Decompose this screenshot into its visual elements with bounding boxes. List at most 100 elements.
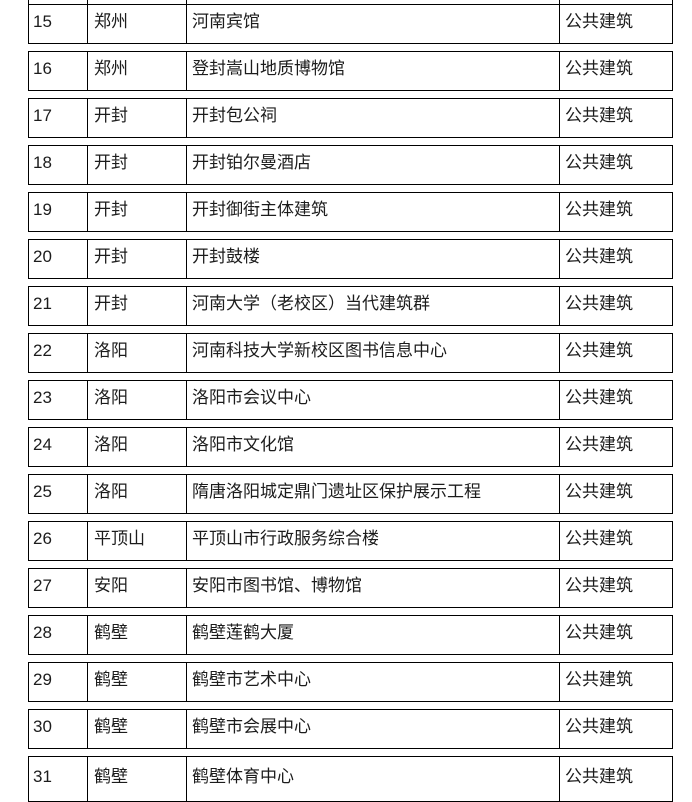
- project-name-label: 鹤壁市会展中心: [192, 717, 311, 737]
- cell-category: 公共建筑: [560, 5, 672, 43]
- table-row: 30 鹤壁 鹤壁市会展中心 公共建筑: [28, 709, 673, 749]
- row-number: 21: [33, 294, 52, 314]
- cell-category: 公共建筑: [560, 663, 672, 701]
- project-name-label: 河南大学（老校区）当代建筑群: [192, 294, 430, 314]
- cell-number: 15: [29, 5, 88, 43]
- table-row: 22 洛阳 河南科技大学新校区图书信息中心 公共建筑: [28, 333, 673, 373]
- cell-city: 平顶山: [88, 522, 187, 560]
- project-name-label: 鹤壁市艺术中心: [192, 670, 311, 690]
- cell-project-name: 河南大学（老校区）当代建筑群: [187, 287, 560, 325]
- cell-city: 开封: [88, 240, 187, 278]
- city-label: 鹤壁: [94, 670, 128, 690]
- cell-category: 公共建筑: [560, 99, 672, 137]
- cell-project-name: 开封包公祠: [187, 99, 560, 137]
- cell-city: 鹤壁: [88, 757, 187, 801]
- city-label: 平顶山: [94, 529, 145, 549]
- cell-project-name: 河南宾馆: [187, 5, 560, 43]
- project-name-label: 鹤壁体育中心: [192, 767, 294, 787]
- table-row: 24 洛阳 洛阳市文化馆 公共建筑: [28, 427, 673, 467]
- city-label: 洛阳: [94, 341, 128, 361]
- table-row: 26 平顶山 平顶山市行政服务综合楼 公共建筑: [28, 521, 673, 561]
- category-label: 公共建筑: [565, 670, 633, 690]
- city-label: 鹤壁: [94, 767, 128, 787]
- cell-project-name: 安阳市图书馆、博物馆: [187, 569, 560, 607]
- buildings-table: 15 郑州 河南宾馆 公共建筑 16 郑州 登封嵩山地质博物馆 公共建筑 17 …: [28, 0, 673, 802]
- project-name-label: 开封鼓楼: [192, 247, 260, 267]
- cell-number: 17: [29, 99, 88, 137]
- category-label: 公共建筑: [565, 200, 633, 220]
- category-label: 公共建筑: [565, 294, 633, 314]
- city-label: 开封: [94, 200, 128, 220]
- category-label: 公共建筑: [565, 576, 633, 596]
- cell-number: 24: [29, 428, 88, 466]
- table-row-cutoff-top: [28, 0, 673, 4]
- cell-project-name: 洛阳市文化馆: [187, 428, 560, 466]
- cell-city: 开封: [88, 146, 187, 184]
- cell-number: 23: [29, 381, 88, 419]
- cell-number: 21: [29, 287, 88, 325]
- cell-category: 公共建筑: [560, 710, 672, 748]
- city-label: 开封: [94, 106, 128, 126]
- cell-project-name: 开封御街主体建筑: [187, 193, 560, 231]
- row-number: 24: [33, 435, 52, 455]
- cell-category: 公共建筑: [560, 569, 672, 607]
- cell-category: 公共建筑: [560, 616, 672, 654]
- row-number: 20: [33, 247, 52, 267]
- cell-city: 鹤壁: [88, 663, 187, 701]
- row-number: 23: [33, 388, 52, 408]
- row-number: 27: [33, 576, 52, 596]
- row-number: 28: [33, 623, 52, 643]
- cell-category: 公共建筑: [560, 475, 672, 513]
- cell-number: 30: [29, 710, 88, 748]
- cell-category: 公共建筑: [560, 287, 672, 325]
- table-row: 17 开封 开封包公祠 公共建筑: [28, 98, 673, 138]
- cell-project-name: 鹤壁市艺术中心: [187, 663, 560, 701]
- row-number: 18: [33, 153, 52, 173]
- cell-number: 20: [29, 240, 88, 278]
- table-row: 28 鹤壁 鹤壁莲鹤大厦 公共建筑: [28, 615, 673, 655]
- row-number: 16: [33, 59, 52, 79]
- table-row: 20 开封 开封鼓楼 公共建筑: [28, 239, 673, 279]
- project-name-label: 开封御街主体建筑: [192, 200, 328, 220]
- city-label: 开封: [94, 247, 128, 267]
- city-label: 洛阳: [94, 388, 128, 408]
- project-name-label: 隋唐洛阳城定鼎门遗址区保护展示工程: [192, 482, 481, 502]
- city-label: 洛阳: [94, 482, 128, 502]
- category-label: 公共建筑: [565, 388, 633, 408]
- cell-category: 公共建筑: [560, 522, 672, 560]
- table-row: 15 郑州 河南宾馆 公共建筑: [28, 4, 673, 44]
- project-name-label: 河南宾馆: [192, 12, 260, 32]
- cell-number: 31: [29, 757, 88, 801]
- cell-category: 公共建筑: [560, 334, 672, 372]
- cell-city: 安阳: [88, 569, 187, 607]
- cell-number: 19: [29, 193, 88, 231]
- cell-city: 洛阳: [88, 381, 187, 419]
- cell-project-name: 河南科技大学新校区图书信息中心: [187, 334, 560, 372]
- cell-project-name: 隋唐洛阳城定鼎门遗址区保护展示工程: [187, 475, 560, 513]
- cell-number: 28: [29, 616, 88, 654]
- cell-category: 公共建筑: [560, 381, 672, 419]
- cell-project-name: 开封鼓楼: [187, 240, 560, 278]
- project-name-label: 鹤壁莲鹤大厦: [192, 623, 294, 643]
- cell-category: 公共建筑: [560, 193, 672, 231]
- cell-category: 公共建筑: [560, 146, 672, 184]
- project-name-label: 登封嵩山地质博物馆: [192, 59, 345, 79]
- category-label: 公共建筑: [565, 59, 633, 79]
- cell-city: 郑州: [88, 52, 187, 90]
- category-label: 公共建筑: [565, 435, 633, 455]
- table-row: 18 开封 开封铂尔曼酒店 公共建筑: [28, 145, 673, 185]
- cell-number: [29, 0, 88, 4]
- cell-city: 鹤壁: [88, 710, 187, 748]
- category-label: 公共建筑: [565, 247, 633, 267]
- cell-category: 公共建筑: [560, 757, 672, 801]
- cell-category: 公共建筑: [560, 428, 672, 466]
- cell-city: 开封: [88, 193, 187, 231]
- row-number: 15: [33, 12, 52, 32]
- cell-category: 公共建筑: [560, 240, 672, 278]
- category-label: 公共建筑: [565, 623, 633, 643]
- cell-category: [560, 0, 672, 4]
- cell-project-name: 开封铂尔曼酒店: [187, 146, 560, 184]
- row-number: 30: [33, 717, 52, 737]
- cell-number: 18: [29, 146, 88, 184]
